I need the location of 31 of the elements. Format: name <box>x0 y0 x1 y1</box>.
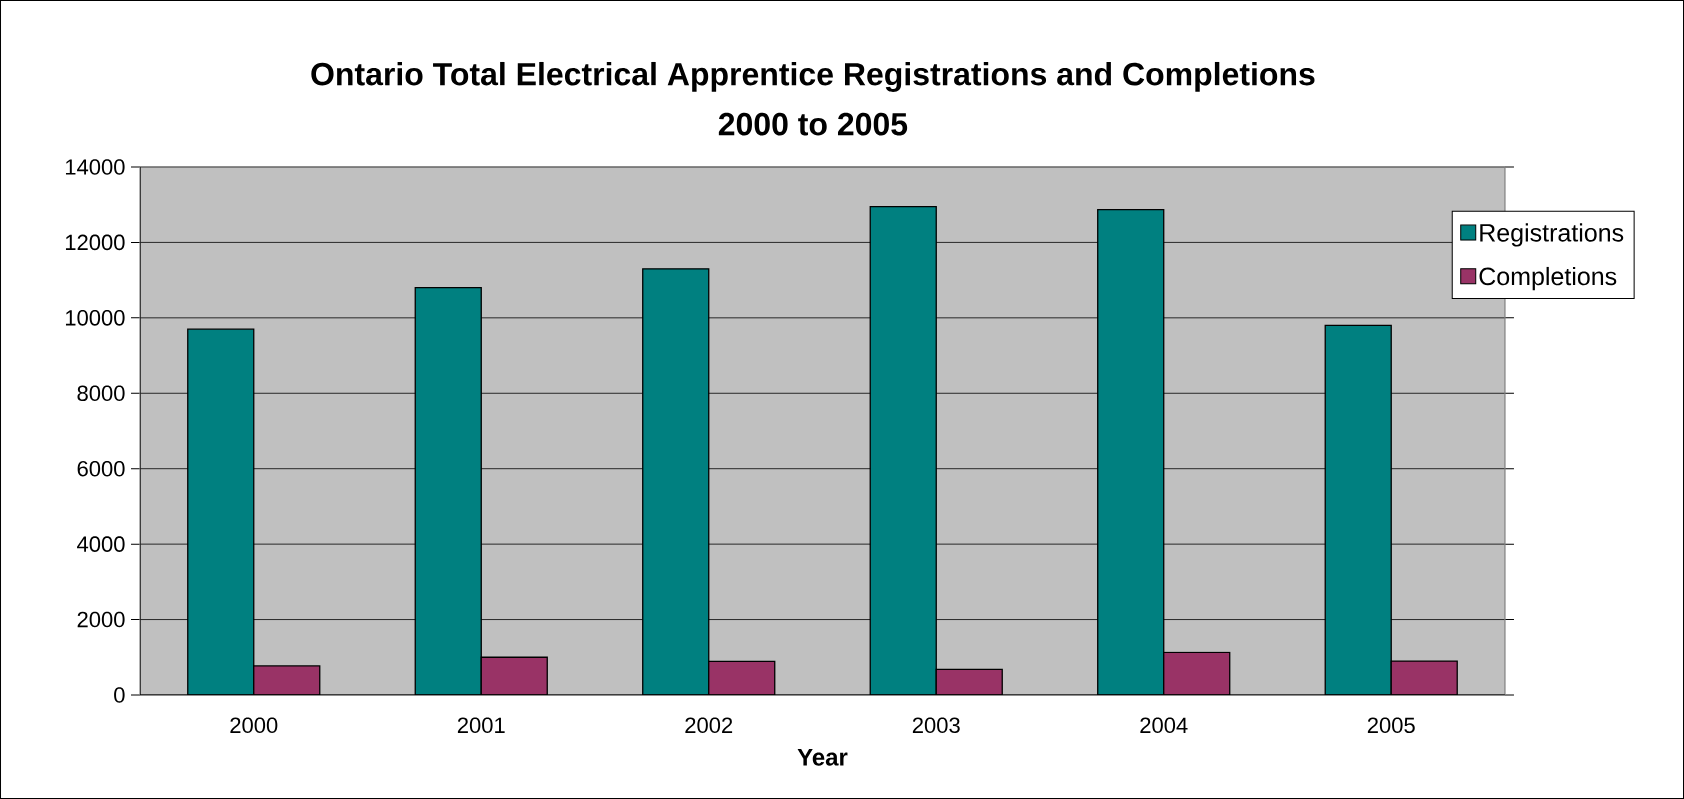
chart-subtitle: 2000 to 2005 <box>718 112 908 136</box>
bar <box>187 328 255 695</box>
bar <box>642 268 710 695</box>
x-tick-label: 2002 <box>685 717 733 734</box>
y-tick-label: 10000 <box>65 310 125 326</box>
y-tick-label: 6000 <box>77 460 125 477</box>
bar <box>414 287 482 695</box>
y-tick-label: 8000 <box>77 385 125 402</box>
x-tick-label: 2000 <box>230 717 278 734</box>
bar <box>869 205 937 695</box>
y-tick-label: 12000 <box>65 234 125 251</box>
x-tick-label: 2004 <box>1140 717 1188 734</box>
bar <box>708 660 776 695</box>
bar <box>935 668 1003 695</box>
bar <box>1097 208 1165 695</box>
y-tick-label: 4000 <box>77 536 125 552</box>
chart-title: Ontario Total Electrical Apprentice Registrations and Completions <box>311 61 1315 92</box>
bar <box>253 665 321 695</box>
y-tick-label: 2000 <box>77 611 125 628</box>
x-tick-label: 2001 <box>457 717 505 734</box>
bar <box>1390 660 1458 695</box>
legend-label: Completions <box>1479 266 1617 291</box>
legend-label: Registrations <box>1480 223 1624 247</box>
bar <box>1163 651 1231 695</box>
bar <box>1324 324 1392 695</box>
y-tick-label: 0 <box>114 687 125 703</box>
x-axis-title: Year <box>797 748 848 766</box>
y-tick-label: 14000 <box>65 159 125 175</box>
x-tick-label: 2003 <box>912 717 960 734</box>
x-tick-label: 2005 <box>1367 717 1415 734</box>
bar <box>480 656 548 695</box>
